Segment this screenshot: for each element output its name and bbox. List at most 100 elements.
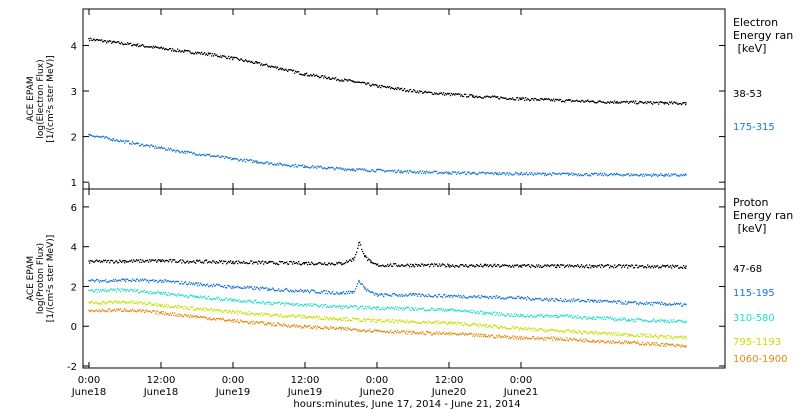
y-axis-label: ACE EPAM (26, 256, 36, 301)
data-point (628, 333, 630, 335)
data-point (592, 173, 594, 175)
series-310-580 (89, 288, 687, 324)
data-point (268, 322, 270, 325)
data-point (376, 169, 378, 171)
data-point (340, 291, 342, 294)
data-point (448, 321, 450, 324)
data-point (340, 317, 342, 320)
y-axis-label: [1/(cm²s ster MeV)] (46, 55, 56, 142)
data-point (124, 259, 126, 262)
data-point (352, 257, 354, 260)
data-point (685, 303, 687, 306)
data-point (448, 332, 450, 334)
data-point (304, 303, 306, 306)
data-point (304, 289, 306, 292)
data-point (112, 41, 114, 43)
data-point (184, 150, 186, 153)
series-47-68 (89, 241, 687, 269)
data-point (664, 173, 666, 176)
data-point (196, 282, 198, 285)
data-point (592, 331, 594, 334)
data-point (340, 327, 342, 330)
series-1060-1900 (89, 308, 687, 348)
proton-flux-panel: -2 0 2 4 6 ACE EPAM log(Proton Flux) [1/(cm²s s… (26, 188, 793, 373)
legend-entry: 115-195 (733, 288, 775, 299)
data-point (196, 295, 198, 298)
data-point (472, 171, 474, 174)
data-point (268, 287, 270, 290)
data-point (685, 174, 687, 176)
x-tick-time: 12:00 (435, 375, 464, 386)
data-point (616, 173, 618, 175)
data-point (376, 263, 378, 266)
y-tick-label: 4 (71, 41, 77, 52)
data-point (364, 287, 366, 290)
data-point (448, 92, 450, 95)
data-point (88, 37, 90, 40)
y-axis-label: ACE EPAM (26, 76, 36, 121)
x-tick-date: June18 (143, 387, 179, 398)
y-tick-label: -2 (67, 362, 77, 373)
legend-entry: 175-315 (733, 122, 775, 133)
data-point (304, 164, 306, 167)
data-point (196, 307, 198, 310)
data-point (520, 327, 522, 330)
data-point (160, 46, 162, 49)
data-point (664, 265, 666, 267)
data-point (352, 168, 354, 170)
data-point (124, 308, 126, 311)
data-point (370, 261, 372, 264)
series-175-315 (89, 134, 687, 178)
data-point (592, 339, 594, 341)
y-axis-label: log(Proton Flux) (36, 243, 46, 314)
data-point (256, 160, 258, 163)
data-point (352, 290, 354, 293)
data-point (256, 61, 258, 64)
data-point (196, 260, 198, 262)
data-point (232, 157, 234, 160)
data-point (556, 264, 558, 267)
y-tick-label: 6 (71, 203, 77, 214)
series-38-53 (89, 37, 687, 106)
data-point (520, 296, 522, 299)
y-axis-label: log(Electron Flux) (36, 59, 46, 138)
data-point (640, 101, 642, 103)
data-point (664, 343, 666, 345)
data-point (484, 324, 486, 327)
data-point (520, 314, 522, 317)
time-axis: 0:00June1812:00June180:00June1912:00June… (71, 375, 539, 398)
data-point (232, 310, 234, 313)
data-point (544, 98, 546, 101)
data-point (424, 91, 426, 93)
data-point (376, 319, 378, 322)
data-point (484, 264, 486, 266)
y-tick-label: 3 (71, 87, 77, 98)
data-point (304, 315, 306, 318)
data-point (184, 50, 186, 52)
data-point (592, 100, 594, 102)
data-point (496, 172, 498, 174)
data-point (136, 142, 138, 145)
data-point (520, 336, 522, 338)
x-tick-time: 12:00 (291, 375, 320, 386)
legend-entry: 38-53 (733, 89, 762, 100)
data-point (664, 319, 666, 322)
data-point (160, 146, 162, 149)
data-point (544, 172, 546, 175)
data-point (268, 301, 270, 304)
data-point (472, 94, 474, 97)
x-axis-label: hours:minutes, June 17, 2014 - June 21, … (293, 399, 520, 410)
data-point (124, 288, 126, 291)
data-point (88, 289, 90, 292)
data-point (448, 264, 450, 266)
data-point (448, 171, 450, 173)
x-tick-time: 0:00 (366, 375, 388, 386)
data-point (448, 294, 450, 297)
y-tick-label: 2 (71, 282, 77, 293)
legend-entry: 47-68 (733, 264, 762, 275)
data-point (232, 285, 234, 288)
data-point (520, 172, 522, 174)
data-point (628, 264, 630, 267)
y-axis-label: [1/(cm²s ster MeV)] (46, 235, 56, 322)
data-point (616, 100, 618, 103)
